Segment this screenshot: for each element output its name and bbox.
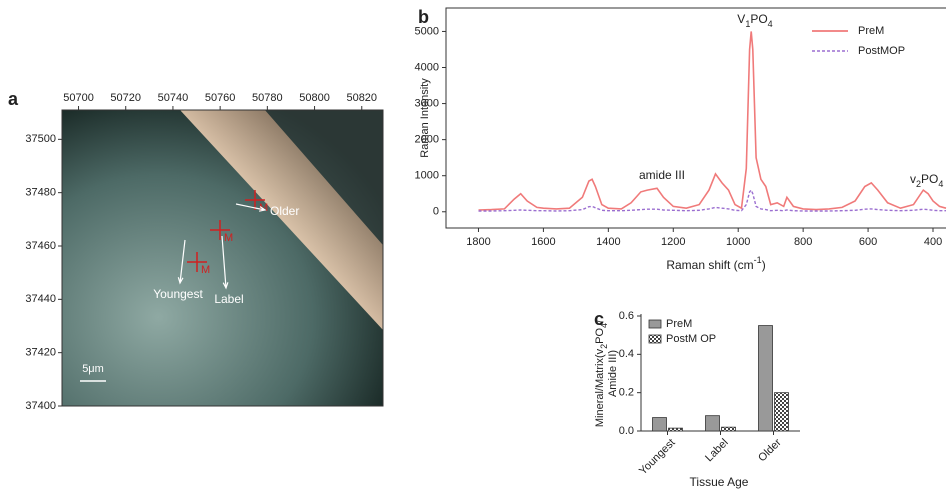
legend-label: PostMOP bbox=[858, 45, 905, 57]
x-tick-label: 1200 bbox=[661, 236, 685, 248]
y-tick-label: 0.2 bbox=[619, 387, 634, 399]
y-tick-label: 37440 bbox=[25, 293, 56, 305]
annotation-part: 4 bbox=[768, 19, 773, 29]
x-tick-label: 50800 bbox=[299, 92, 330, 104]
y-axis-label: Amide III) bbox=[607, 350, 619, 397]
x-tick-label: 50700 bbox=[63, 92, 94, 104]
x-tick-label: 600 bbox=[859, 236, 877, 248]
legend-swatch bbox=[648, 334, 662, 344]
annotation-part: V bbox=[737, 12, 745, 26]
y-axis-label-part: PO bbox=[594, 328, 606, 344]
marker-cross bbox=[210, 220, 230, 240]
axes-frame bbox=[445, 7, 946, 229]
y-axis-label-part: 4 bbox=[599, 323, 609, 328]
image-dark bbox=[265, 110, 383, 245]
bar bbox=[774, 392, 789, 432]
x-tick-label: 50820 bbox=[346, 92, 377, 104]
x-tick-label: 50780 bbox=[252, 92, 283, 104]
y-tick-label: 37400 bbox=[25, 400, 56, 412]
x-tick-label: 1000 bbox=[726, 236, 750, 248]
bar bbox=[705, 415, 720, 432]
y-tick-label: 3000 bbox=[415, 97, 439, 109]
annotation: v2PO4 bbox=[910, 172, 943, 189]
scale-label: 5μm bbox=[82, 363, 104, 375]
annotation-part: 4 bbox=[938, 179, 943, 189]
annotation-part: PO bbox=[921, 172, 938, 186]
arrow bbox=[177, 239, 186, 285]
x-axis-label-part: -1 bbox=[754, 255, 762, 265]
annotation-part: v bbox=[910, 172, 916, 186]
y-tick-label: 4000 bbox=[415, 61, 439, 73]
arrow bbox=[235, 203, 267, 212]
x-tick-label: 1600 bbox=[531, 236, 555, 248]
y-tick-label: 0 bbox=[433, 206, 439, 218]
x-tick-label: 50720 bbox=[110, 92, 141, 104]
y-tick-label: 0.6 bbox=[619, 310, 634, 322]
series-line bbox=[478, 31, 947, 211]
annotation: Label bbox=[214, 292, 243, 306]
arrow bbox=[221, 235, 229, 290]
annotation: amide III bbox=[639, 168, 685, 182]
y-tick-label: 37480 bbox=[25, 187, 56, 199]
bar bbox=[652, 417, 667, 432]
marker-cross bbox=[245, 190, 265, 210]
image-band bbox=[180, 110, 383, 330]
y-axis-label-part: / bbox=[594, 319, 606, 323]
marker-label: M bbox=[201, 264, 210, 276]
x-axis-label-part: ) bbox=[762, 258, 766, 272]
x-tick-label: 50760 bbox=[205, 92, 236, 104]
marker-label: M bbox=[259, 202, 268, 214]
marker-label: M bbox=[224, 232, 233, 244]
x-tick-label: Older bbox=[756, 436, 784, 464]
y-tick-label: 0.4 bbox=[619, 348, 634, 360]
x-tick-label: 1400 bbox=[596, 236, 620, 248]
marker-cross bbox=[187, 252, 207, 272]
x-axis-label-part: Raman shift (cm bbox=[666, 258, 753, 272]
series-line bbox=[478, 188, 946, 212]
legend-label: PreM bbox=[858, 25, 884, 37]
x-tick-label: Label bbox=[703, 437, 731, 465]
x-tick-label: Youngest bbox=[637, 437, 678, 478]
y-tick-label: 2000 bbox=[415, 134, 439, 146]
annotation: Older bbox=[270, 204, 299, 218]
panel-label: a bbox=[8, 89, 19, 109]
x-tick-label: 50740 bbox=[158, 92, 189, 104]
annotation-part: PO bbox=[750, 12, 767, 26]
bar bbox=[721, 426, 736, 432]
y-axis-label: Raman Intensity bbox=[419, 78, 431, 158]
bar bbox=[668, 427, 683, 432]
annotation-part: 1 bbox=[745, 19, 750, 29]
y-tick-label: 37420 bbox=[25, 347, 56, 359]
y-tick-label: 37460 bbox=[25, 240, 56, 252]
y-axis-label-part: Amide III) bbox=[607, 350, 619, 397]
y-axis-label-part: 2 bbox=[599, 344, 609, 349]
y-axis-label: Mineral/Matrix(v2PO4/ bbox=[594, 319, 609, 427]
y-tick-label: 37500 bbox=[25, 133, 56, 145]
y-tick-label: 1000 bbox=[415, 170, 439, 182]
annotation: Youngest bbox=[153, 287, 203, 301]
y-tick-label: 5000 bbox=[415, 25, 439, 37]
y-axis-label-part: Mineral/Matrix(v bbox=[594, 348, 606, 427]
panel-label: b bbox=[418, 7, 429, 27]
x-tick-label: 400 bbox=[924, 236, 942, 248]
y-tick-label: 0.0 bbox=[619, 425, 634, 437]
legend-label: PreM bbox=[666, 318, 692, 330]
legend-label: PostM OP bbox=[666, 333, 716, 345]
x-axis-label: Tissue Age bbox=[690, 475, 749, 489]
x-axis-label: Raman shift (cm-1) bbox=[666, 255, 765, 272]
bar bbox=[758, 325, 773, 432]
axes-frame bbox=[61, 109, 384, 407]
legend-swatch bbox=[648, 319, 662, 329]
x-tick-label: 1800 bbox=[466, 236, 490, 248]
panel-label: c bbox=[594, 309, 604, 329]
annotation-part: 2 bbox=[916, 179, 921, 189]
annotation: V1PO4 bbox=[737, 12, 772, 29]
micrograph bbox=[62, 110, 383, 406]
x-tick-label: 800 bbox=[794, 236, 812, 248]
